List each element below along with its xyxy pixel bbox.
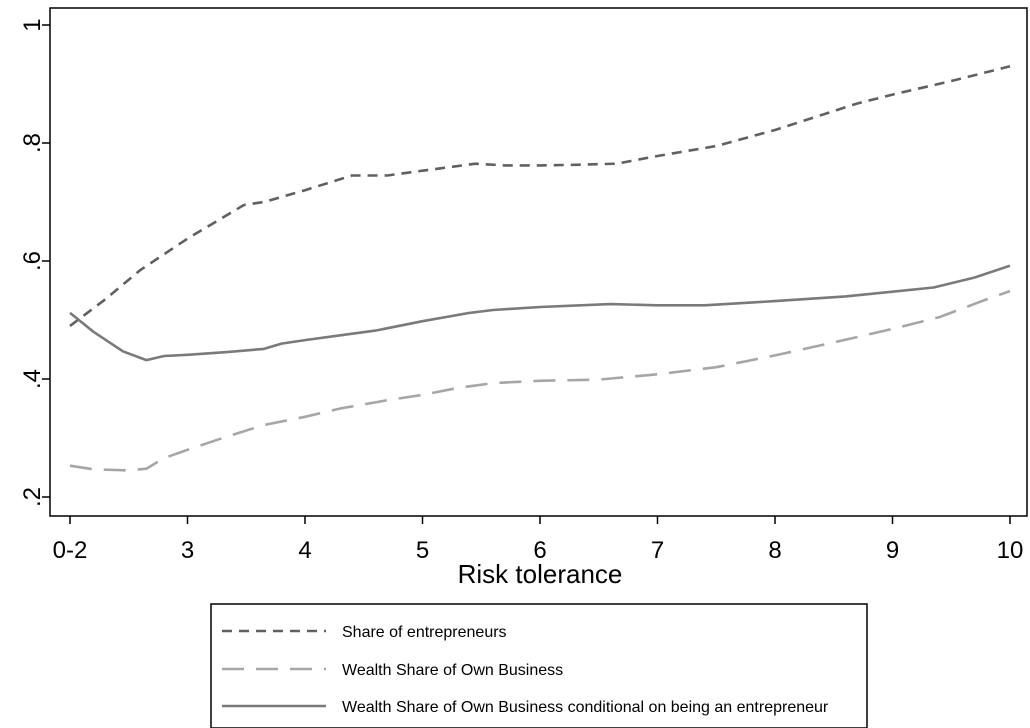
x-tick-label: 5 [416, 537, 429, 564]
x-tick-label: 6 [533, 537, 546, 564]
x-tick-label: 0-2 [53, 537, 88, 564]
series-line-1 [69, 65, 1011, 327]
x-tick-label: 10 [997, 537, 1024, 564]
x-axis: 0-2 3 4 5 6 7 8 9 10 [53, 516, 1024, 564]
series-layer [69, 65, 1011, 472]
y-tick-label: .4 [19, 369, 46, 389]
legend-label-2: Wealth Share of Own Business [342, 662, 563, 679]
x-axis-title: Risk tolerance [458, 559, 623, 589]
x-tick-label: 7 [651, 537, 664, 564]
legend-label-1: Share of entrepreneurs [342, 624, 507, 641]
y-tick-label: .6 [19, 251, 46, 271]
series-line-2 [69, 289, 1011, 472]
legend-box [210, 603, 868, 728]
y-tick-label: .8 [19, 133, 46, 153]
x-tick-label: 9 [886, 537, 899, 564]
plot-area-frame [49, 7, 1028, 517]
legend: Share of entrepreneurs Wealth Share of Ow… [210, 603, 868, 728]
x-tick-label: 8 [768, 537, 781, 564]
legend-label-3: Wealth Share of Own Business conditional… [342, 699, 829, 716]
y-tick-label: 1 [19, 18, 46, 31]
x-tick-label: 4 [298, 537, 311, 564]
x-tick-label: 3 [181, 537, 194, 564]
series-line-3 [69, 264, 1011, 362]
y-axis: .2 .4 .6 .8 1 [19, 18, 50, 507]
y-tick-label: .2 [19, 487, 46, 507]
